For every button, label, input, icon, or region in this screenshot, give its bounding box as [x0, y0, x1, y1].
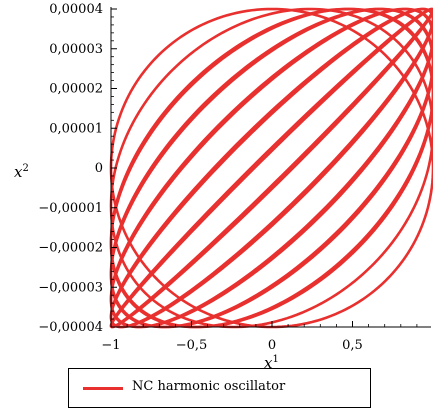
y-axis-label: x2 — [14, 163, 29, 181]
y-tick-label: 0,00001 — [49, 121, 103, 136]
x-axis-ticks: −1 −0,5 0 0,5 — [101, 321, 418, 353]
y-axis-ticks: 0,00004 0,00003 0,00002 0,00001 0 −0,00001 −0,… — [38, 2, 117, 335]
trajectory-loop — [109, 7, 433, 329]
axes — [110, 7, 431, 328]
x-tick-label: 0,5 — [342, 338, 363, 353]
trajectory-loop — [109, 7, 433, 329]
y-tick-label: −0,00003 — [38, 280, 103, 295]
trajectory-loop — [109, 7, 433, 329]
y-tick-label: −0,00004 — [38, 320, 103, 335]
trajectory-loop — [109, 7, 433, 329]
y-tick-label: 0,00003 — [49, 42, 103, 57]
y-tick-label: 0 — [95, 161, 103, 176]
trajectory-loop — [109, 7, 433, 329]
trajectory-loop — [109, 7, 433, 329]
x-axis-label: x1 — [264, 354, 279, 372]
legend: NC harmonic oscillator — [68, 368, 371, 408]
trajectory-loop — [109, 7, 433, 329]
y-tick-label: −0,00002 — [38, 241, 103, 256]
trajectory-loop — [109, 7, 433, 329]
x-tick-label: −0,5 — [176, 338, 208, 353]
trajectory-loop — [109, 7, 433, 329]
legend-label: NC harmonic oscillator — [132, 379, 286, 394]
y-tick-label: −0,00001 — [38, 201, 103, 216]
x-tick-label: −1 — [101, 338, 120, 353]
oscillator-trajectory — [109, 7, 433, 329]
y-tick-label: 0,00002 — [49, 82, 103, 97]
trajectory-loop — [109, 7, 433, 329]
x-tick-label: 0 — [268, 338, 276, 353]
trajectory-loop — [109, 7, 433, 329]
trajectory-loop — [109, 7, 433, 329]
y-tick-label: 0,00004 — [49, 2, 103, 17]
legend-swatch — [83, 387, 123, 390]
